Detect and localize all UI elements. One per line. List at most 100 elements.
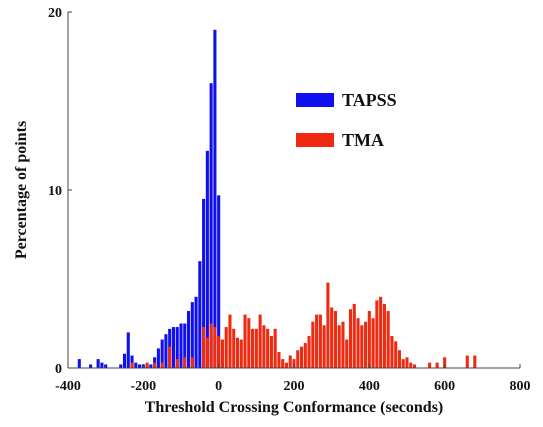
bar-tma-29 — [281, 359, 285, 368]
bar-tma-53 — [371, 318, 375, 368]
bar-tapss-8 — [130, 355, 134, 368]
bar-tapss-5 — [119, 364, 123, 368]
bar-tma-49 — [356, 318, 360, 368]
bar-tapss-28 — [205, 150, 209, 368]
bar-tma-26 — [269, 335, 273, 368]
y-axis-ticks: 0 10 20 — [48, 6, 72, 377]
bar-tma-54 — [375, 300, 379, 368]
bar-tma-44 — [337, 325, 341, 368]
bar-tma-60 — [397, 350, 402, 368]
bar-tma-66 — [435, 362, 439, 368]
y-tick-label: 20 — [48, 6, 62, 21]
legend-swatch-tma — [296, 133, 334, 147]
bar-tma-51 — [364, 321, 368, 368]
bar-tma-19 — [243, 314, 247, 368]
bar-tapss-7 — [126, 332, 130, 368]
bar-tapss-3 — [100, 362, 104, 368]
bar-tma-46 — [345, 339, 349, 368]
bar-tma-47 — [348, 309, 353, 368]
bar-tma-69 — [473, 355, 477, 368]
series-tapss-bars — [77, 29, 224, 369]
bar-tapss-27 — [202, 198, 206, 368]
bar-tma-6 — [183, 357, 187, 368]
bar-tma-0 — [130, 362, 134, 368]
bar-tma-31 — [288, 355, 292, 368]
legend-label-tapss: TAPSS — [342, 90, 397, 110]
legend-label-tma: TMA — [342, 130, 384, 150]
bar-tapss-21 — [179, 323, 183, 368]
bar-tapss-26 — [198, 261, 202, 368]
x-axis-label: Threshold Crossing Conformance (seconds) — [145, 399, 444, 416]
bar-tma-35 — [303, 343, 307, 368]
bar-tapss-10 — [138, 364, 142, 368]
bar-tma-57 — [386, 311, 390, 368]
bar-tma-62 — [405, 357, 409, 368]
x-tick-label: 800 — [510, 379, 531, 394]
bar-tapss-2 — [96, 359, 100, 368]
bar-tma-64 — [412, 364, 417, 368]
bar-tma-48 — [352, 303, 356, 368]
bar-tma-68 — [465, 355, 469, 368]
bar-tma-11 — [213, 327, 217, 368]
bar-tma-8 — [202, 327, 206, 368]
bar-tapss-6 — [122, 353, 127, 368]
series-tma-bars — [130, 282, 477, 368]
bar-tma-21 — [251, 328, 255, 368]
x-tick-label: -400 — [55, 379, 81, 394]
bar-tma-61 — [401, 359, 405, 368]
x-tick-label: 600 — [434, 379, 455, 394]
bar-tapss-31 — [217, 195, 221, 368]
bar-tma-63 — [409, 362, 413, 368]
bar-tma-1 — [145, 362, 149, 368]
bar-tapss-19 — [171, 327, 176, 368]
bar-tma-4 — [168, 346, 172, 368]
bar-tma-25 — [266, 328, 270, 368]
bar-tma-58 — [390, 335, 394, 368]
x-tick-label: 400 — [359, 379, 380, 394]
bar-tma-65 — [428, 362, 432, 368]
bar-tma-14 — [224, 327, 228, 368]
bar-tma-34 — [299, 346, 304, 368]
bar-tma-16 — [232, 328, 236, 368]
bar-tma-67 — [443, 357, 447, 368]
bar-tapss-30 — [213, 29, 217, 369]
bar-tma-24 — [262, 325, 266, 368]
bar-tma-56 — [382, 303, 386, 368]
bar-tma-59 — [394, 341, 398, 368]
bar-tma-38 — [315, 314, 319, 368]
bar-tma-5 — [175, 359, 179, 368]
bar-tma-2 — [153, 362, 157, 368]
bar-tma-50 — [360, 325, 364, 368]
axes — [67, 12, 520, 369]
bar-tma-7 — [190, 357, 194, 368]
bar-tma-36 — [307, 335, 311, 368]
legend-swatch-tapss — [296, 93, 334, 107]
bar-tma-41 — [326, 282, 330, 368]
bar-tma-13 — [220, 339, 224, 368]
bar-tapss-4 — [104, 364, 108, 368]
bar-tapss-16 — [160, 339, 164, 368]
bar-tma-33 — [296, 350, 300, 368]
bar-tma-30 — [284, 362, 289, 368]
bar-tapss-24 — [190, 302, 194, 368]
bar-tma-9 — [205, 337, 209, 368]
bar-tma-17 — [235, 337, 240, 368]
bar-tma-37 — [311, 321, 315, 368]
bar-tma-20 — [247, 318, 251, 368]
bar-tma-12 — [217, 335, 221, 368]
bar-tma-3 — [160, 362, 164, 368]
bar-tapss-23 — [186, 311, 191, 368]
bar-tma-55 — [379, 296, 383, 368]
bar-tapss-0 — [77, 359, 81, 368]
bar-tapss-9 — [134, 362, 138, 368]
bar-tma-42 — [330, 307, 334, 368]
bar-tma-43 — [333, 311, 337, 368]
bar-tma-22 — [254, 328, 258, 368]
bar-tma-52 — [367, 311, 371, 368]
bar-tma-27 — [273, 328, 277, 368]
bar-tma-40 — [322, 325, 326, 368]
legend: TAPSS TMA — [296, 90, 397, 150]
bar-tma-39 — [318, 314, 322, 368]
bar-tapss-15 — [156, 348, 160, 368]
